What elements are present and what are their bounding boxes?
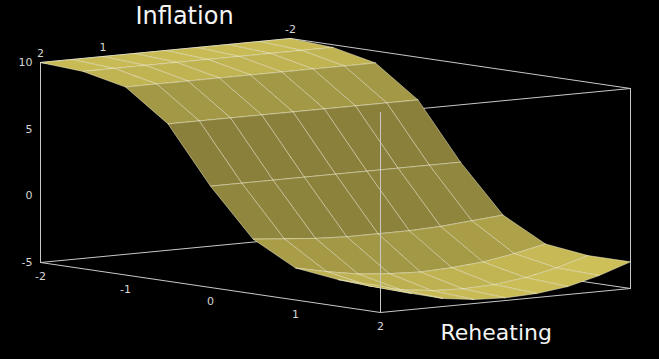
svg-text:-2: -2 xyxy=(35,270,46,283)
svg-text:-5: -5 xyxy=(22,256,33,269)
svg-text:1: 1 xyxy=(100,41,107,54)
svg-text:Reheating: Reheating xyxy=(441,320,552,345)
svg-text:10: 10 xyxy=(19,56,33,69)
svg-text:2: 2 xyxy=(37,47,44,60)
svg-text:5: 5 xyxy=(26,123,33,136)
svg-text:-2: -2 xyxy=(285,23,296,36)
svg-text:1: 1 xyxy=(292,308,299,321)
svg-text:-1: -1 xyxy=(120,283,131,296)
svg-text:2: 2 xyxy=(377,320,384,333)
svg-text:0: 0 xyxy=(26,189,33,202)
svg-text:0: 0 xyxy=(207,295,214,308)
svg-text:Inflation: Inflation xyxy=(136,2,234,30)
